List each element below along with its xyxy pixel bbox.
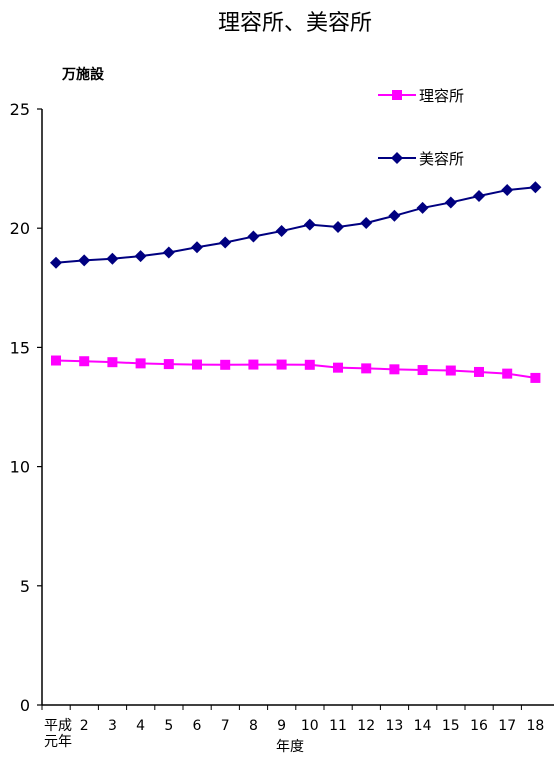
y-tick-labels: 0 5 10 15 20 25 — [10, 100, 30, 715]
x-tick-label: 15 — [442, 718, 460, 734]
data-point — [276, 359, 287, 370]
data-point — [361, 363, 372, 374]
y-tick-label: 20 — [10, 219, 30, 238]
series-line-美容所 — [55, 186, 536, 264]
data-point — [332, 221, 344, 234]
data-point — [50, 256, 62, 269]
x-tick-label: 平成 — [44, 718, 72, 734]
data-point — [445, 365, 456, 376]
data-point — [360, 216, 373, 229]
data-point — [51, 355, 61, 366]
y-unit-label: 万施設 — [61, 66, 105, 83]
legend-marker — [391, 152, 403, 164]
x-tick-label: 8 — [249, 718, 258, 734]
data-point — [107, 357, 118, 368]
data-point — [191, 241, 203, 254]
data-point — [248, 359, 259, 370]
data-point — [162, 246, 175, 259]
data-point — [389, 364, 400, 375]
y-tick-label: 10 — [10, 458, 30, 477]
x-tick-label: 5 — [164, 718, 173, 734]
legend-marker — [392, 90, 402, 100]
data-point — [106, 252, 119, 265]
x-axis-label: 年度 — [276, 739, 304, 755]
data-point — [79, 356, 90, 367]
data-point — [192, 359, 202, 370]
x-tick-label: 16 — [470, 718, 488, 734]
data-point — [333, 362, 343, 373]
x-tick-label: 10 — [301, 718, 319, 734]
data-point — [135, 358, 146, 369]
axes — [37, 108, 554, 710]
x-tick-label: 4 — [136, 718, 145, 734]
data-point — [163, 359, 174, 370]
data-point — [417, 365, 428, 376]
chart-title: 理容所、美容所 — [218, 11, 372, 36]
data-point — [502, 368, 513, 379]
x-tick-label: 2 — [80, 718, 89, 734]
data-point — [416, 201, 429, 214]
data-point — [529, 181, 542, 194]
data-point — [275, 225, 288, 238]
x-tick-label: 9 — [277, 718, 286, 734]
y-tick-label: 15 — [10, 338, 30, 357]
y-tick-label: 0 — [20, 696, 30, 715]
data-point — [444, 196, 457, 209]
legend-label: 美容所 — [419, 150, 464, 168]
data-point — [247, 230, 260, 243]
data-point — [219, 236, 232, 249]
x-tick-label: 元年 — [44, 734, 72, 750]
x-tick-label: 12 — [357, 718, 375, 734]
data-point — [78, 254, 91, 267]
data-point — [303, 218, 316, 231]
data-point — [473, 190, 485, 203]
data-point — [220, 359, 231, 370]
x-tick-label: 3 — [108, 718, 117, 734]
data-point — [501, 184, 514, 197]
x-tick-label: 7 — [221, 718, 230, 734]
x-tick-label: 17 — [498, 718, 516, 734]
series-line-理容所 — [55, 359, 536, 379]
series-group — [50, 181, 542, 383]
data-point — [134, 250, 147, 263]
y-tick-label: 25 — [10, 100, 30, 119]
x-tick-label: 6 — [193, 718, 202, 734]
x-tick-label: 13 — [385, 718, 403, 734]
data-point — [304, 359, 315, 370]
x-tick-label: 14 — [414, 718, 432, 734]
legend-label: 理容所 — [419, 87, 464, 105]
data-point — [530, 372, 541, 383]
x-tick-label: 11 — [329, 718, 347, 734]
x-tick-label: 18 — [526, 718, 544, 734]
data-point — [388, 209, 401, 222]
y-tick-label: 5 — [20, 577, 30, 596]
data-point — [474, 366, 484, 377]
